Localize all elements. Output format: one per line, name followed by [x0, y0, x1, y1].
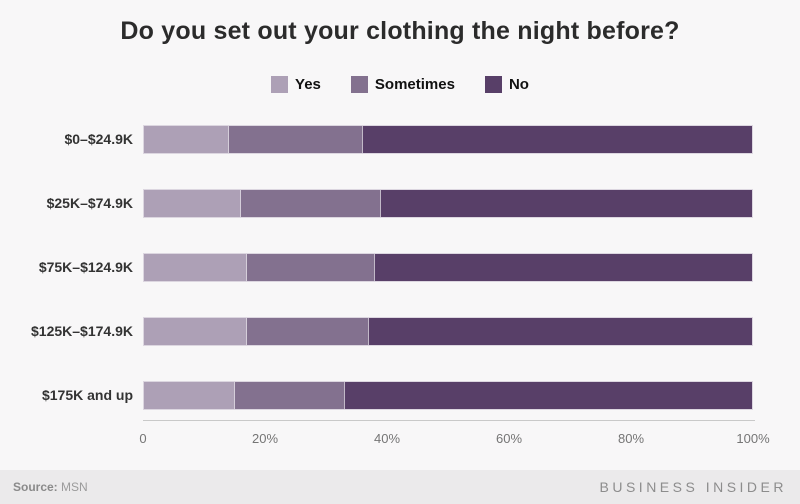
x-axis-line	[143, 420, 755, 421]
source-value: MSN	[61, 480, 88, 494]
chart-title: Do you set out your clothing the night b…	[120, 17, 680, 45]
bar-segment-no	[362, 126, 752, 153]
bar-segment-yes	[144, 382, 236, 409]
bar-segment-no	[375, 254, 752, 281]
bar-segment-sometimes	[229, 126, 363, 153]
bar-segment-no	[344, 382, 752, 409]
chart-row: $0–$24.9K	[0, 125, 800, 154]
bar-segment-sometimes	[247, 254, 376, 281]
bar-segment-no	[368, 318, 752, 345]
bar-segment-yes	[144, 318, 248, 345]
chart-row: $25K–$74.9K	[0, 189, 800, 218]
legend-swatch-no	[484, 76, 502, 93]
source-credit: Source: MSN	[13, 480, 88, 494]
legend-item-yes: Yes	[271, 76, 321, 93]
category-label: $0–$24.9K	[64, 131, 133, 147]
bar-track	[143, 253, 753, 282]
x-axis-tick-label: 0	[139, 431, 147, 446]
bar-segment-sometimes	[235, 382, 345, 409]
chart-row: $75K–$124.9K	[0, 253, 800, 282]
bar-segment-sometimes	[241, 190, 382, 217]
source-label: Source:	[13, 480, 58, 494]
x-axis-tick-label: 80%	[617, 431, 645, 446]
legend-swatch-sometimes	[350, 76, 368, 93]
category-label: $75K–$124.9K	[38, 259, 133, 275]
business-insider-logo: BUSINESS INSIDER	[599, 479, 787, 495]
legend-item-sometimes: Sometimes	[350, 76, 455, 93]
category-label: $175K and up	[41, 387, 133, 403]
legend-label: Yes	[295, 76, 321, 93]
bar-track	[143, 381, 753, 410]
category-label: $125K–$174.9K	[31, 323, 133, 339]
legend: Yes Sometimes No	[0, 76, 800, 93]
category-label: $25K–$74.9K	[46, 195, 133, 211]
bar-segment-yes	[144, 190, 242, 217]
bar-segment-no	[381, 190, 752, 217]
x-axis-tick-label: 60%	[495, 431, 523, 446]
chart-row: $125K–$174.9K	[0, 317, 800, 346]
bar-segment-yes	[144, 126, 230, 153]
legend-swatch-yes	[271, 76, 289, 93]
bar-track	[143, 125, 753, 154]
chart-row: $175K and up	[0, 381, 800, 410]
x-axis-tick-label: 40%	[373, 431, 401, 446]
bar-track	[143, 189, 753, 218]
x-axis-tick-label: 20%	[251, 431, 279, 446]
footer: Source: MSN BUSINESS INSIDER	[0, 470, 800, 504]
bar-segment-sometimes	[247, 318, 369, 345]
legend-label: No	[508, 76, 529, 93]
legend-item-no: No	[484, 76, 529, 93]
bar-track	[143, 317, 753, 346]
x-axis-ticks: 0 20% 40% 60% 80% 100%	[139, 431, 769, 447]
bar-segment-yes	[144, 254, 248, 281]
legend-label: Sometimes	[374, 76, 455, 93]
x-axis-tick-label: 100%	[736, 431, 770, 446]
